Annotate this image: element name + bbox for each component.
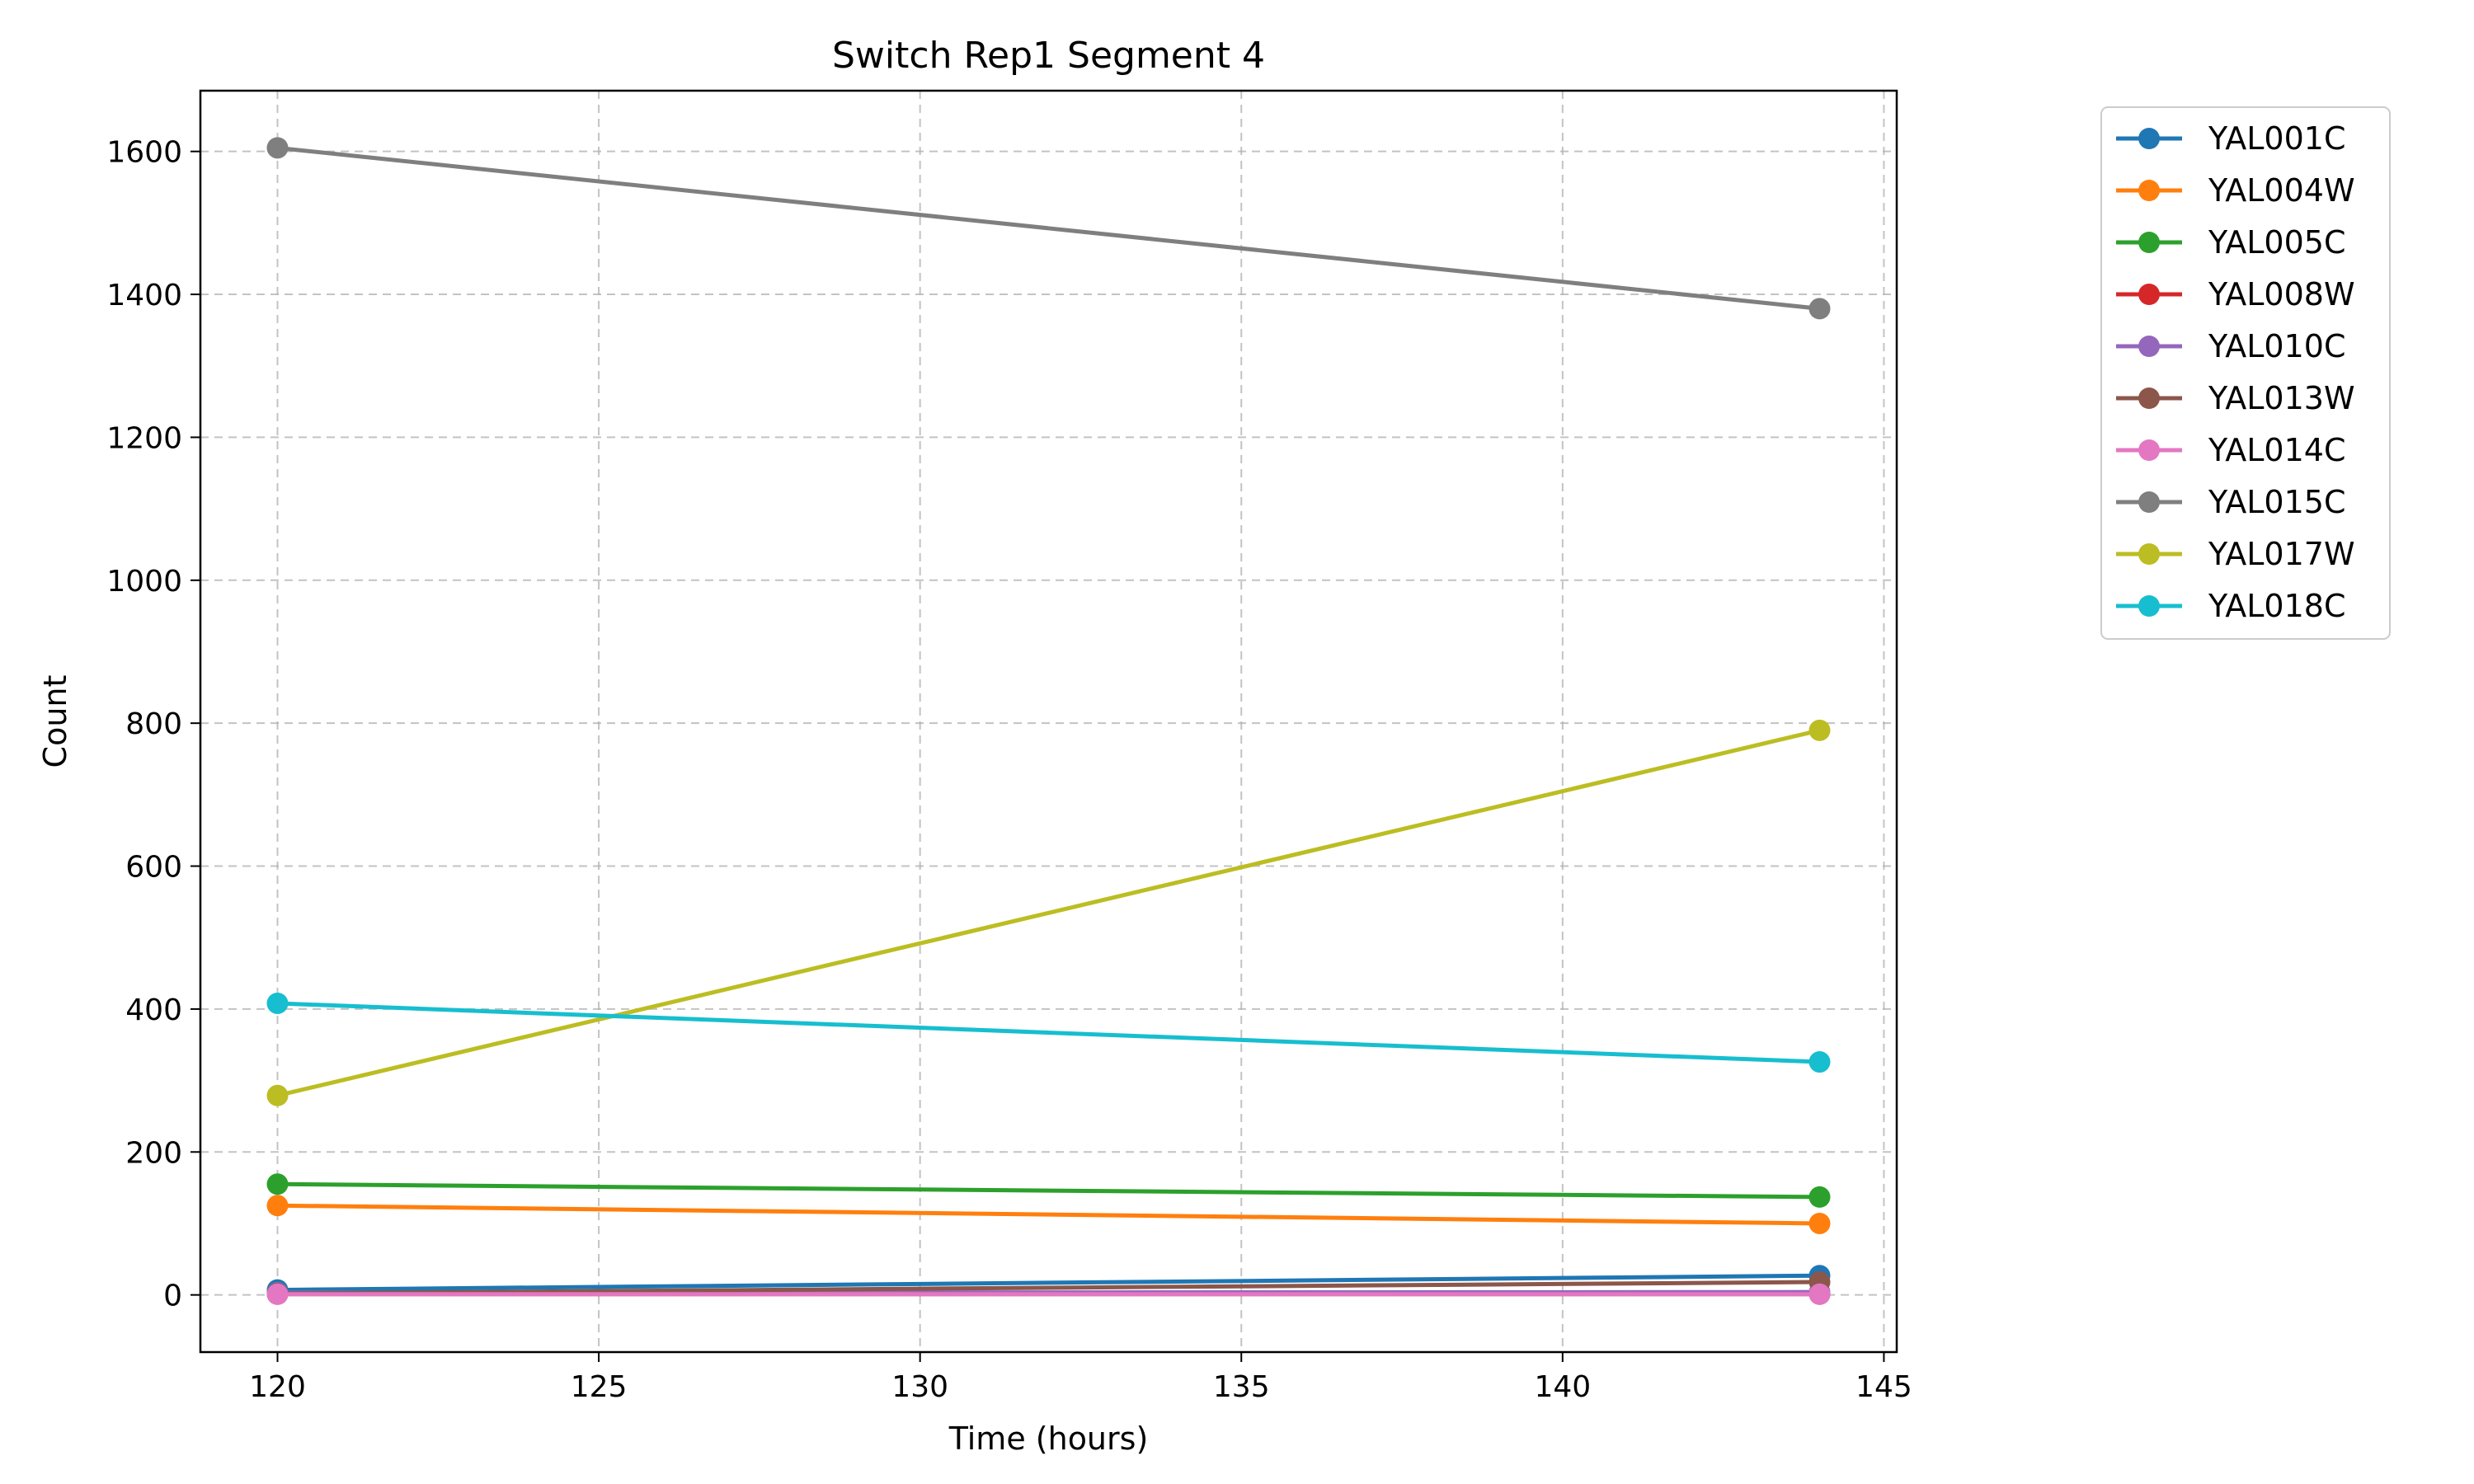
series-yal018c (266, 992, 1831, 1073)
legend-item: YAL005C (2116, 224, 2346, 261)
series-line (277, 1001, 1820, 1064)
data-point (1808, 1212, 1831, 1234)
x-tick-label: 130 (891, 1370, 948, 1404)
data-point (266, 137, 289, 159)
legend-marker (2138, 232, 2160, 253)
legend-item: YAL010C (2116, 328, 2346, 364)
x-tick-label: 145 (1856, 1370, 1912, 1404)
data-point (1808, 298, 1831, 320)
plot-frame (199, 89, 1898, 1354)
legend-marker (2138, 387, 2160, 409)
y-tick-label: 1200 (106, 421, 182, 455)
data-point (266, 1283, 289, 1305)
series-line (277, 1181, 1820, 1200)
legend-label: YAL001C (2208, 120, 2346, 157)
legend-item: YAL008W (2116, 276, 2355, 312)
legend-marker (2138, 128, 2160, 149)
legend-marker (2138, 439, 2160, 461)
legend-marker (2138, 284, 2160, 305)
legend-item: YAL014C (2116, 432, 2346, 468)
y-tick-label: 400 (125, 993, 182, 1027)
legend-label: YAL017W (2208, 536, 2355, 572)
y-tick-label: 1000 (106, 565, 182, 599)
y-tick-label: 1400 (106, 279, 182, 312)
legend-item: YAL004W (2116, 172, 2355, 209)
legend-label: YAL010C (2208, 328, 2346, 364)
y-tick-label: 1600 (106, 136, 182, 170)
data-point (266, 1173, 289, 1195)
y-tick-label: 600 (125, 851, 182, 885)
legend-marker (2138, 336, 2160, 357)
series-line (277, 145, 1820, 311)
y-tick-label: 800 (125, 707, 182, 741)
x-tick-label: 125 (571, 1370, 628, 1404)
y-axis-ticks: 0 200 400 600 800 1000 1200 1400 1600 (106, 136, 200, 1313)
series-yal017w (266, 719, 1831, 1106)
legend-marker (2138, 491, 2160, 513)
series-group (266, 137, 1831, 1305)
series-line (277, 1280, 1820, 1296)
legend-marker (2138, 543, 2160, 565)
series-yal005c (266, 1173, 1831, 1208)
legend: YAL001C YAL004W YAL005C YAL008W YAL010C YAL01… (2100, 106, 2391, 640)
series-line (277, 1203, 1820, 1226)
data-point (1808, 719, 1831, 741)
data-point (266, 1084, 289, 1106)
data-point (266, 992, 289, 1014)
legend-item: YAL001C (2116, 120, 2346, 157)
data-point (1808, 1051, 1831, 1073)
x-axis-label: Time (hours) (948, 1421, 1149, 1457)
legend-marker (2138, 180, 2160, 201)
legend-marker (2138, 595, 2160, 617)
data-point (1808, 1283, 1831, 1305)
series-line (277, 1273, 1820, 1293)
series-yal004w (266, 1195, 1831, 1234)
legend-item: YAL017W (2116, 536, 2355, 572)
legend-label: YAL018C (2208, 588, 2346, 624)
x-tick-label: 135 (1213, 1370, 1270, 1404)
series-yal015c (266, 137, 1831, 320)
x-tick-label: 120 (249, 1370, 306, 1404)
legend-label: YAL013W (2208, 380, 2355, 416)
legend-item: YAL018C (2116, 588, 2346, 624)
y-axis-label: Count (37, 675, 73, 768)
chart-title: Switch Rep1 Segment 4 (832, 35, 1265, 77)
legend-item: YAL015C (2116, 484, 2346, 520)
y-tick-label: 200 (125, 1136, 182, 1170)
legend-box (2100, 106, 2391, 640)
grid-lines (200, 91, 1897, 1352)
x-tick-label: 140 (1534, 1370, 1591, 1404)
data-point (266, 1195, 289, 1217)
data-point (1808, 1186, 1831, 1208)
y-tick-label: 0 (163, 1280, 182, 1313)
series-line (276, 728, 1821, 1098)
legend-label: YAL008W (2208, 276, 2355, 312)
legend-item: YAL013W (2116, 380, 2355, 416)
x-axis-ticks: 120 125 130 135 140 145 (249, 1352, 1912, 1404)
legend-label: YAL014C (2208, 432, 2346, 468)
series-yal014c (266, 1283, 1831, 1305)
legend-label: YAL015C (2208, 484, 2346, 520)
legend-label: YAL004W (2208, 172, 2355, 209)
legend-label: YAL005C (2208, 224, 2346, 261)
